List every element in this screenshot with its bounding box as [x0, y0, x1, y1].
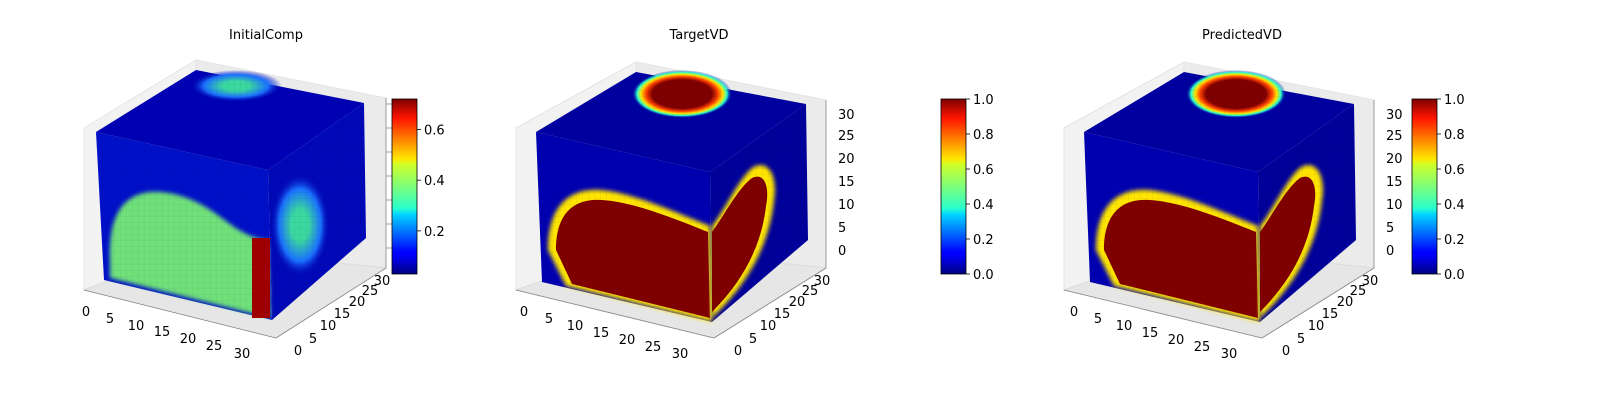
y-tick: 0	[294, 344, 302, 359]
y-tick: 15	[334, 307, 351, 322]
y-tick: 15	[774, 307, 791, 322]
colorbar-tick-label: 0.6	[424, 123, 445, 138]
z-ticks	[386, 103, 392, 249]
x-tick: 10	[1116, 319, 1133, 334]
colorbar-gradient	[1411, 98, 1438, 275]
colorbar: 0.0 0.2 0.4 0.6 0.8 1.0	[940, 93, 994, 283]
colorbar-tick-label: 1.0	[973, 93, 994, 108]
x-tick: 20	[619, 333, 636, 348]
x-tick: 20	[1168, 333, 1185, 348]
chart-title: InitialComp	[229, 28, 303, 43]
z-tick: 20	[838, 152, 855, 167]
z-tick: 5	[838, 221, 846, 236]
colorbar-tick-label: 0.4	[973, 198, 994, 213]
colorbar-ticks: 0.2 0.4 0.6	[417, 123, 445, 240]
colorbar-gradient	[391, 98, 418, 275]
colorbar-tick-label: 0.6	[973, 163, 994, 178]
x-tick-labels: 0 5 10 15 20 25 30	[82, 305, 250, 362]
colorbar-tick-label: 0.2	[973, 233, 994, 248]
x-tick: 25	[645, 340, 662, 355]
z-tick: 0	[1386, 244, 1394, 259]
x-tick: 30	[1221, 347, 1238, 362]
x-tick: 15	[593, 326, 610, 341]
y-tick: 10	[1308, 319, 1325, 334]
y-tick: 15	[1322, 307, 1339, 322]
x-tick: 30	[672, 347, 689, 362]
x-tick-labels: 0 5 10 15 20 25 30	[1070, 305, 1237, 362]
z-tick: 20	[1386, 152, 1403, 167]
panel-initialcomp: InitialComp 0 5 10 15 20 25	[82, 28, 445, 362]
x-tick: 20	[180, 332, 197, 347]
y-tick: 30	[814, 274, 831, 289]
colorbar-tick-label: 0.4	[424, 174, 445, 189]
panel-targetvd: TargetVD 0 5 10 15 20 25 30	[514, 28, 994, 362]
x-tick: 30	[234, 347, 251, 362]
x-tick: 5	[1094, 312, 1102, 327]
y-tick: 25	[802, 284, 819, 299]
z-tick-labels: 0 5 10 15 20 25 30	[838, 108, 855, 259]
x-tick: 25	[206, 339, 223, 354]
z-tick: 25	[838, 129, 855, 144]
colorbar: 0.0 0.2 0.4 0.6 0.8 1.0	[1411, 93, 1465, 283]
z-tick: 15	[838, 175, 855, 190]
x-tick: 0	[1070, 305, 1078, 320]
panel-predictedvd: PredictedVD 0 5 10 15 20 25 30	[1062, 28, 1465, 362]
x-tick: 5	[545, 312, 553, 327]
y-tick: 10	[320, 319, 337, 334]
colorbar-tick-label: 0.2	[1444, 233, 1465, 248]
colorbar-ticks: 0.0 0.2 0.4 0.6 0.8 1.0	[1437, 93, 1465, 283]
y-tick: 20	[349, 295, 366, 310]
x-tick: 0	[82, 305, 90, 320]
x-tick-labels: 0 5 10 15 20 25 30	[520, 305, 688, 362]
x-tick: 15	[154, 325, 171, 340]
colorbar-tick-label: 0.0	[973, 268, 994, 283]
z-tick: 10	[1386, 198, 1403, 213]
y-tick-labels: 0 5 10 15 20 25 30	[294, 274, 390, 359]
z-tick: 5	[1386, 221, 1394, 236]
x-tick: 25	[1194, 340, 1211, 355]
y-tick: 20	[789, 295, 806, 310]
y-tick: 20	[1337, 295, 1354, 310]
z-tick: 30	[838, 108, 855, 123]
x-tick: 10	[567, 319, 584, 334]
chart-title: PredictedVD	[1202, 28, 1282, 43]
x-tick: 15	[1142, 326, 1159, 341]
y-tick: 25	[362, 284, 379, 299]
colorbar-gradient	[940, 98, 967, 275]
y-tick: 0	[734, 344, 742, 359]
colorbar-tick-label: 1.0	[1444, 93, 1465, 108]
z-tick: 30	[1386, 108, 1403, 123]
y-tick: 5	[749, 332, 757, 347]
colorbar-ticks: 0.0 0.2 0.4 0.6 0.8 1.0	[966, 93, 994, 283]
colorbar-tick-label: 0.8	[973, 128, 994, 143]
z-tick: 25	[1386, 129, 1403, 144]
y-tick: 30	[374, 274, 391, 289]
y-tick: 25	[1350, 284, 1367, 299]
colorbar-tick-label: 0.4	[1444, 198, 1465, 213]
chart-title: TargetVD	[668, 28, 728, 43]
z-tick: 0	[838, 244, 846, 259]
y-tick: 5	[1297, 332, 1305, 347]
z-tick: 10	[838, 198, 855, 213]
y-tick-labels: 0 5 10 15 20 25 30	[1282, 274, 1378, 359]
colorbar: 0.2 0.4 0.6	[391, 98, 445, 275]
z-tick-labels: 0 5 10 15 20 25 30	[1386, 108, 1403, 259]
x-tick: 0	[520, 305, 528, 320]
colorbar-tick-label: 0.6	[1444, 163, 1465, 178]
x-tick: 10	[128, 319, 145, 334]
y-tick: 5	[309, 332, 317, 347]
y-tick: 30	[1362, 274, 1379, 289]
y-tick: 0	[1282, 344, 1290, 359]
y-tick: 10	[760, 319, 777, 334]
y-tick-labels: 0 5 10 15 20 25 30	[734, 274, 830, 359]
colorbar-tick-label: 0.8	[1444, 128, 1465, 143]
z-tick: 15	[1386, 175, 1403, 190]
colorbar-tick-label: 0.0	[1444, 268, 1465, 283]
x-tick: 5	[106, 312, 114, 327]
colorbar-tick-label: 0.2	[424, 225, 445, 240]
